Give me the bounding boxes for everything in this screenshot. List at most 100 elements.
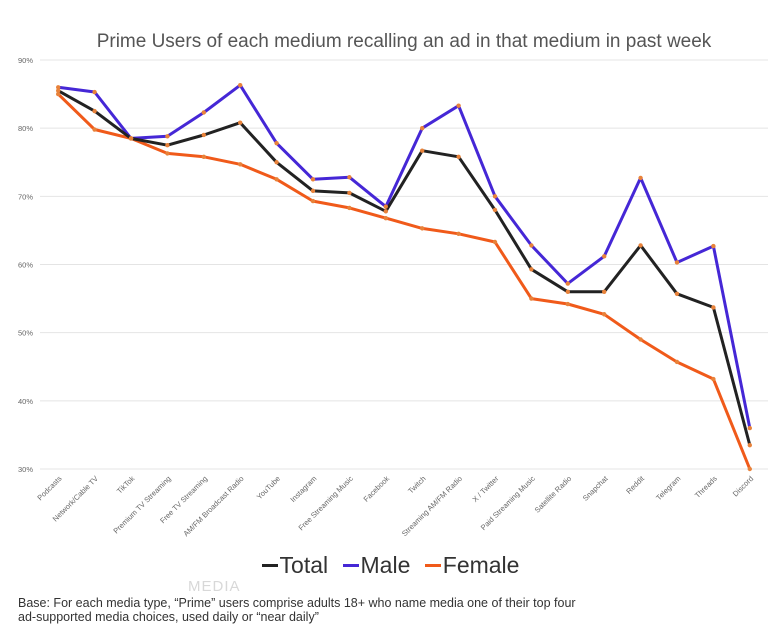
point-total-telegram <box>675 292 679 296</box>
point-female-discord <box>748 467 752 471</box>
series-line-male <box>58 85 750 428</box>
series-line-female <box>58 94 750 469</box>
point-female-facebook <box>384 216 388 220</box>
y-tick-label: 70% <box>18 192 33 201</box>
point-male-premium-tv-streaming <box>165 134 169 138</box>
gridlines <box>40 60 768 469</box>
point-male-youtube <box>274 141 278 145</box>
point-male-free-streaming-music <box>347 175 351 179</box>
point-total-discord <box>748 443 752 447</box>
x-tick-label-youtube: YouTube <box>255 474 282 501</box>
chart-legend: Total Male Female <box>0 552 781 579</box>
point-male-free-tv-streaming <box>202 110 206 114</box>
point-male-discord <box>748 426 752 430</box>
point-total-snapchat <box>602 290 606 294</box>
x-tick-label-facebook: Facebook <box>362 474 392 504</box>
x-tick-label-snapchat: Snapchat <box>581 473 610 502</box>
x-tick-label-telegram: Telegram <box>654 474 682 502</box>
point-female-instagram <box>311 199 315 203</box>
legend-swatch-total <box>262 564 278 567</box>
x-tick-label-threads: Threads <box>693 474 719 500</box>
point-female-streaming-am-fm-radio <box>456 232 460 236</box>
point-total-twitch <box>420 148 424 152</box>
point-female-satellite-radio <box>566 302 570 306</box>
point-male-reddit <box>638 176 642 180</box>
x-tick-label-instagram: Instagram <box>288 474 318 504</box>
line-chart: Prime Users of each medium recalling an … <box>0 0 781 550</box>
point-female-snapchat <box>602 312 606 316</box>
point-total-instagram <box>311 189 315 193</box>
chart-title: Prime Users of each medium recalling an … <box>97 31 712 52</box>
point-male-paid-streaming-music <box>529 243 533 247</box>
legend-label-male: Male <box>361 552 411 578</box>
point-female-reddit <box>638 337 642 341</box>
y-tick-label: 90% <box>18 56 33 65</box>
point-male-satellite-radio <box>566 281 570 285</box>
point-total-reddit <box>638 243 642 247</box>
point-female-am-fm-broadcast-radio <box>238 162 242 166</box>
legend-item-total[interactable]: Total <box>262 552 329 579</box>
y-tick-label: 60% <box>18 261 33 270</box>
series-line-total <box>58 91 750 445</box>
point-male-facebook <box>384 204 388 208</box>
point-total-free-streaming-music <box>347 191 351 195</box>
y-tick-label: 50% <box>18 329 33 338</box>
y-axis-ticks: 30% 40% 50% 60% 70% 80% 90% <box>18 56 33 474</box>
point-female-twitch <box>420 226 424 230</box>
point-total-paid-streaming-music <box>529 267 533 271</box>
x-tick-label-satellite-radio: Satellite Radio <box>533 474 574 515</box>
point-total-facebook <box>384 209 388 213</box>
point-female-paid-streaming-music <box>529 296 533 300</box>
point-total-x-twitter <box>493 208 497 212</box>
point-female-free-tv-streaming <box>202 155 206 159</box>
point-female-network-cable-tv <box>92 127 96 131</box>
series-markers <box>56 83 752 471</box>
legend-swatch-female <box>425 564 441 567</box>
legend-item-male[interactable]: Male <box>343 552 411 579</box>
x-tick-label-am-fm-broadcast-radio: AM/FM Broadcast Radio <box>181 474 245 538</box>
point-total-premium-tv-streaming <box>165 143 169 147</box>
point-female-youtube <box>274 177 278 181</box>
point-male-snapchat <box>602 254 606 258</box>
x-tick-label-discord: Discord <box>731 474 755 498</box>
point-male-threads <box>711 244 715 248</box>
point-total-threads <box>711 305 715 309</box>
watermark-logo: MEDIA <box>188 578 241 595</box>
point-female-x-twitter <box>493 240 497 244</box>
point-female-free-streaming-music <box>347 206 351 210</box>
point-male-am-fm-broadcast-radio <box>238 83 242 87</box>
point-total-streaming-am-fm-radio <box>456 155 460 159</box>
point-total-tiktok <box>129 136 133 140</box>
point-total-satellite-radio <box>566 290 570 294</box>
point-male-instagram <box>311 177 315 181</box>
x-tick-label-twitch: Twitch <box>406 474 427 495</box>
point-male-twitch <box>420 126 424 130</box>
point-total-podcasts <box>56 88 60 92</box>
legend-label-female: Female <box>443 552 520 578</box>
point-female-premium-tv-streaming <box>165 151 169 155</box>
legend-label-total: Total <box>280 552 329 578</box>
y-tick-label: 80% <box>18 124 33 133</box>
point-total-free-tv-streaming <box>202 133 206 137</box>
point-male-network-cable-tv <box>92 90 96 94</box>
point-female-threads <box>711 377 715 381</box>
legend-swatch-male <box>343 564 359 567</box>
legend-item-female[interactable]: Female <box>425 552 520 579</box>
footnote: Base: For each media type, “Prime” users… <box>18 596 758 624</box>
x-tick-label-tiktok: TikTok <box>115 474 137 496</box>
point-male-streaming-am-fm-radio <box>456 103 460 107</box>
point-male-telegram <box>675 260 679 264</box>
point-male-x-twitter <box>493 194 497 198</box>
point-female-telegram <box>675 360 679 364</box>
x-tick-label-reddit: Reddit <box>624 473 646 495</box>
y-tick-label: 30% <box>18 465 33 474</box>
point-total-am-fm-broadcast-radio <box>238 121 242 125</box>
footnote-line-2: ad-supported media choices, used daily o… <box>18 610 758 624</box>
point-total-network-cable-tv <box>92 109 96 113</box>
x-tick-label-podcasts: Podcasts <box>35 474 63 502</box>
series-lines <box>58 85 750 469</box>
x-tick-label-streaming-am-fm-radio: Streaming AM/FM Radio <box>400 474 464 538</box>
x-tick-label-x-twitter: X / Twitter <box>471 474 501 504</box>
footnote-line-1: Base: For each media type, “Prime” users… <box>18 596 758 610</box>
